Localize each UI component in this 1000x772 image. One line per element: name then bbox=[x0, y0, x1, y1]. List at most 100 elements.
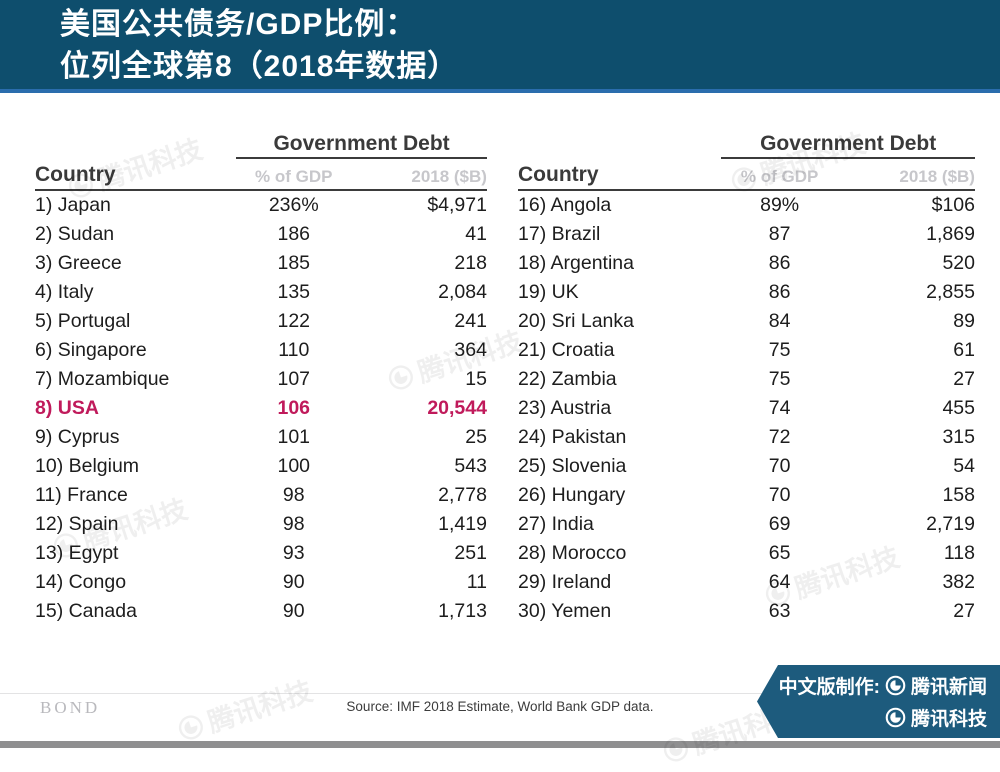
row-country: 13) Egypt bbox=[35, 542, 119, 564]
table-row: 16) Angola 89% $106 bbox=[518, 191, 975, 220]
table-row: 2) Sudan 186 41 bbox=[35, 220, 487, 249]
row-gdp: 236% bbox=[268, 194, 319, 216]
table-row: 9) Cyprus 101 25 bbox=[35, 423, 487, 452]
row-gdp: 64 bbox=[768, 571, 791, 593]
row-country: 17) Brazil bbox=[518, 223, 601, 245]
row-debt: $106 bbox=[931, 194, 975, 216]
row-country: 28) Morocco bbox=[518, 542, 627, 564]
credit-news-label: 腾讯新闻 bbox=[910, 677, 987, 698]
row-country: 8) USA bbox=[35, 397, 99, 419]
row-debt: 118 bbox=[943, 542, 975, 564]
page-title-line1: 美国公共债务/GDP比例： bbox=[60, 8, 417, 41]
row-debt: 251 bbox=[454, 542, 487, 564]
row-gdp: 89% bbox=[760, 194, 800, 216]
row-country: 11) France bbox=[35, 484, 128, 506]
row-gdp: 70 bbox=[768, 484, 791, 506]
row-gdp: 74 bbox=[768, 397, 791, 419]
row-debt: 455 bbox=[942, 397, 975, 419]
footer-divider bbox=[0, 693, 1000, 694]
table-row: 1) Japan 236% $4,971 bbox=[35, 191, 487, 220]
table-row: 30) Yemen 63 27 bbox=[518, 597, 975, 626]
row-debt: 1,713 bbox=[438, 600, 487, 622]
row-gdp: 72 bbox=[768, 426, 791, 448]
credit-row-news: 中文版制作: 腾讯新闻 bbox=[779, 672, 987, 699]
row-gdp: 87 bbox=[768, 223, 791, 245]
row-debt: 158 bbox=[942, 484, 975, 506]
row-debt: 1,419 bbox=[438, 513, 487, 535]
row-debt: 364 bbox=[454, 339, 487, 361]
row-gdp: 69 bbox=[768, 513, 791, 535]
row-gdp: 65 bbox=[768, 542, 791, 564]
credit-banner: 中文版制作: 腾讯新闻 腾讯科技 bbox=[757, 665, 1000, 738]
row-country: 5) Portugal bbox=[35, 310, 131, 332]
table-row: 19) UK 86 2,855 bbox=[518, 278, 975, 307]
row-country: 1) Japan bbox=[35, 194, 111, 216]
table-row: 5) Portugal 122 241 bbox=[35, 307, 487, 336]
column-header-gdp: % of GDP bbox=[255, 167, 333, 186]
row-debt: 41 bbox=[465, 223, 487, 245]
row-debt: 382 bbox=[942, 571, 975, 593]
row-country: 15) Canada bbox=[35, 600, 137, 622]
group-header-label: Government Debt bbox=[721, 130, 975, 159]
row-gdp: 185 bbox=[277, 252, 311, 274]
row-gdp: 186 bbox=[277, 223, 311, 245]
table-row: 11) France 98 2,778 bbox=[35, 481, 487, 510]
row-debt: 61 bbox=[953, 339, 975, 361]
column-header-country: Country bbox=[35, 163, 116, 186]
row-debt: 520 bbox=[942, 252, 975, 274]
credit-row-tech: 腾讯科技 bbox=[885, 704, 987, 731]
row-country: 10) Belgium bbox=[35, 455, 140, 477]
table-row: 29) Ireland 64 382 bbox=[518, 568, 975, 597]
row-gdp: 107 bbox=[277, 368, 311, 390]
row-country: 19) UK bbox=[518, 281, 579, 303]
tencent-tech-icon bbox=[885, 707, 906, 728]
table-row: 15) Canada 90 1,713 bbox=[35, 597, 487, 626]
table-row: 22) Zambia 75 27 bbox=[518, 365, 975, 394]
row-country: 14) Congo bbox=[35, 571, 127, 593]
table-row: 7) Mozambique 107 15 bbox=[35, 365, 487, 394]
column-header-row: Country % of GDP 2018 ($B) bbox=[518, 159, 975, 191]
column-header-gdp: % of GDP bbox=[740, 167, 819, 186]
row-country: 23) Austria bbox=[518, 397, 612, 419]
title-bar: 美国公共债务/GDP比例： 位列全球第8（2018年数据） bbox=[0, 0, 1000, 93]
row-country: 16) Angola bbox=[518, 194, 612, 216]
row-debt: 27 bbox=[953, 600, 975, 622]
column-header-country: Country bbox=[518, 163, 599, 186]
page-title-line2: 位列全球第8（2018年数据） bbox=[60, 50, 459, 83]
row-country: 2) Sudan bbox=[35, 223, 115, 245]
row-country: 6) Singapore bbox=[35, 339, 147, 361]
credit-tech-label: 腾讯科技 bbox=[910, 709, 987, 730]
tencent-logo-icon bbox=[663, 736, 688, 761]
row-debt: 54 bbox=[953, 455, 975, 477]
row-gdp: 63 bbox=[768, 600, 791, 622]
table-row: 25) Slovenia 70 54 bbox=[518, 452, 975, 481]
table-row: 3) Greece 185 218 bbox=[35, 249, 487, 278]
source-note: Source: IMF 2018 Estimate, World Bank GD… bbox=[346, 699, 654, 714]
table-row: 10) Belgium 100 543 bbox=[35, 452, 487, 481]
row-gdp: 93 bbox=[282, 542, 305, 564]
group-header-row: Government Debt bbox=[35, 130, 487, 159]
row-country: 30) Yemen bbox=[518, 600, 612, 622]
tencent-news-icon bbox=[885, 675, 906, 696]
debt-table-left: Government Debt Country % of GDP 2018 ($B) 1… bbox=[35, 130, 487, 626]
row-debt: $4,971 bbox=[427, 194, 487, 216]
row-country: 12) Spain bbox=[35, 513, 119, 535]
row-gdp: 100 bbox=[277, 455, 311, 477]
row-gdp: 86 bbox=[768, 252, 791, 274]
row-debt: 2,855 bbox=[926, 281, 975, 303]
row-gdp: 98 bbox=[282, 484, 305, 506]
row-country: 22) Zambia bbox=[518, 368, 617, 390]
group-header-label: Government Debt bbox=[236, 130, 487, 159]
row-gdp: 98 bbox=[282, 513, 305, 535]
group-header-spacer bbox=[518, 130, 721, 159]
row-country: 25) Slovenia bbox=[518, 455, 627, 477]
row-debt: 543 bbox=[454, 455, 487, 477]
table-row: 23) Austria 74 455 bbox=[518, 394, 975, 423]
group-header-spacer bbox=[35, 130, 236, 159]
debt-table-right: Government Debt Country % of GDP 2018 ($B) 1… bbox=[518, 130, 975, 626]
table-row: 4) Italy 135 2,084 bbox=[35, 278, 487, 307]
row-country: 3) Greece bbox=[35, 252, 122, 274]
row-country: 26) Hungary bbox=[518, 484, 626, 506]
row-gdp: 70 bbox=[768, 455, 791, 477]
row-debt: 89 bbox=[953, 310, 975, 332]
